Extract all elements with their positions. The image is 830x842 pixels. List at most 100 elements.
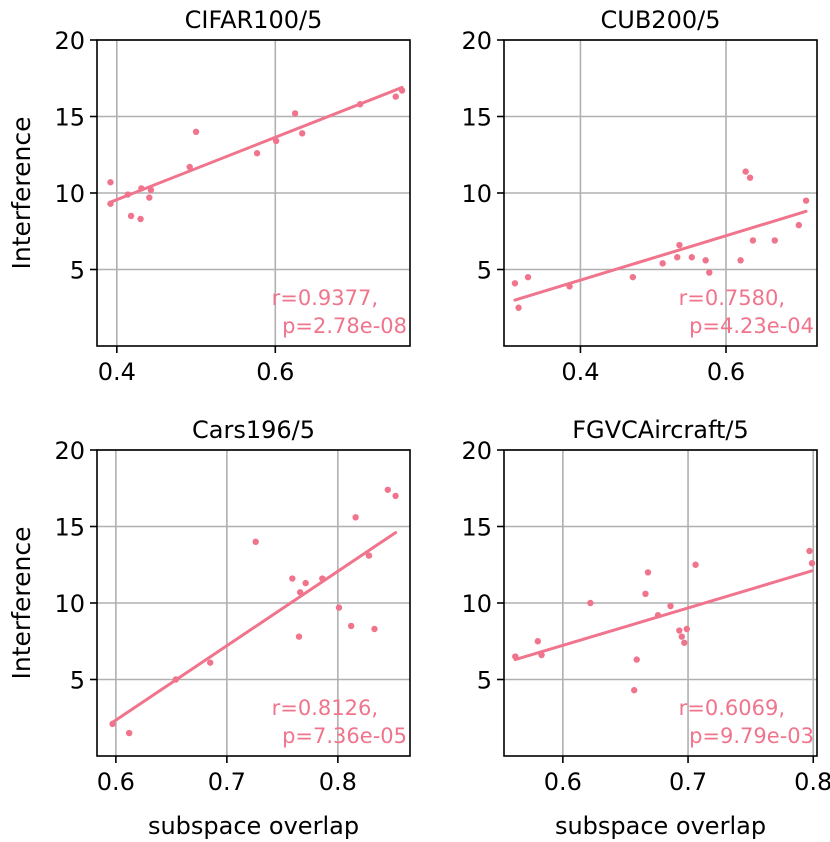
data-point [207, 659, 214, 666]
data-point [296, 589, 304, 596]
data-point [706, 269, 713, 276]
data-point [512, 653, 519, 660]
y-axis-label: Interference [7, 117, 36, 270]
chart-title: CIFAR100/5 [185, 6, 323, 34]
data-point [681, 639, 688, 646]
y-tick-label: 20 [461, 27, 492, 55]
y-tick-label: 10 [461, 180, 492, 208]
y-tick-label: 5 [477, 257, 492, 285]
data-point [252, 538, 259, 545]
regression-line [108, 85, 404, 204]
data-point [124, 191, 132, 198]
x-tick-label: 0.6 [256, 358, 294, 386]
data-point [692, 561, 699, 568]
data-point [737, 257, 744, 264]
data-point [587, 599, 594, 607]
data-point [253, 150, 261, 157]
data-point [335, 604, 343, 611]
data-point [109, 720, 116, 728]
y-tick-label: 20 [461, 437, 492, 465]
data-point [371, 625, 378, 633]
chart-panel-3: 0.6 0.7 0.8 5 10 15 20 Cars196/5 r=0.8126, p=7.36… [7, 416, 411, 840]
x-tick-label: 0.6 [707, 358, 745, 386]
data-point [702, 257, 709, 264]
data-point [384, 486, 392, 493]
data-point [631, 687, 638, 694]
data-point [746, 174, 754, 181]
data-point [742, 168, 749, 175]
data-point [644, 569, 652, 576]
chart-title: FGVCAircraft/5 [572, 416, 749, 444]
y-tick-label: 15 [461, 514, 492, 542]
x-axis-label: subspace overlap [555, 812, 766, 840]
data-point [299, 130, 306, 137]
data-point [749, 237, 757, 244]
data-point [392, 93, 399, 100]
p-value-label: p=4.23e-04 [689, 314, 814, 338]
data-point [347, 622, 355, 630]
x-axis-label: subspace overlap [148, 812, 359, 840]
data-point [667, 602, 674, 610]
data-point [534, 638, 542, 645]
p-value-label: p=7.36e-05 [282, 724, 407, 748]
x-tick-label: 0.4 [98, 358, 136, 386]
p-value-label: p=9.79e-03 [689, 724, 814, 748]
y-axis-label: Interference [7, 527, 36, 680]
x-tick-label: 0.6 [544, 768, 582, 796]
data-point [352, 514, 359, 521]
x-tick-label: 0.8 [794, 768, 830, 796]
data-point [192, 128, 200, 135]
y-tick-label: 5 [477, 667, 492, 695]
data-point [806, 547, 813, 555]
data-point [676, 627, 683, 634]
regression-line [513, 209, 808, 302]
data-point [566, 283, 573, 290]
p-value-label: p=2.78e-08 [282, 314, 407, 338]
data-point [678, 633, 685, 640]
y-tick-label: 5 [70, 667, 85, 695]
data-point [107, 179, 114, 186]
chart-panel-2: 0.4 0.6 5 10 15 20 CUB200/5 r=0.7580, p=4.23e-04 [461, 6, 818, 386]
data-point [146, 194, 153, 201]
y-tick-label: 10 [54, 590, 85, 618]
data-point [674, 254, 681, 261]
data-point [802, 197, 810, 204]
data-point [137, 215, 144, 223]
data-point [683, 625, 690, 633]
data-point [524, 273, 532, 281]
x-tick-label: 0.4 [561, 358, 599, 386]
chart-panel-4: 0.6 0.7 0.8 5 10 15 20 FGVCAircraft/5 r=0.6069, p… [461, 416, 830, 840]
data-point [808, 560, 816, 567]
data-point [295, 633, 303, 640]
correlation-label: r=0.7580, [679, 286, 785, 310]
x-tick-label: 0.7 [208, 768, 246, 796]
x-tick-label: 0.8 [319, 768, 357, 796]
chart-title: Cars196/5 [192, 416, 315, 444]
data-point [127, 212, 135, 220]
chart-title: CUB200/5 [601, 6, 721, 34]
data-point [186, 163, 193, 171]
y-tick-label: 5 [70, 257, 85, 285]
data-point [795, 221, 803, 229]
data-point [172, 676, 180, 683]
x-tick-label: 0.6 [97, 768, 135, 796]
data-point [398, 87, 406, 94]
y-tick-label: 15 [54, 514, 85, 542]
correlation-label: r=0.6069, [679, 696, 785, 720]
y-tick-label: 10 [461, 590, 492, 618]
data-point [659, 260, 666, 267]
data-point [291, 110, 299, 117]
data-point [771, 237, 778, 244]
y-tick-label: 20 [54, 437, 85, 465]
correlation-label: r=0.8126, [272, 696, 378, 720]
data-point [654, 612, 662, 619]
data-point [633, 656, 640, 663]
data-point [392, 492, 399, 500]
data-point [515, 304, 522, 311]
data-point [302, 579, 309, 587]
data-point [289, 575, 296, 582]
regression-line [513, 569, 814, 662]
data-point [365, 552, 373, 559]
y-tick-label: 15 [54, 104, 85, 132]
